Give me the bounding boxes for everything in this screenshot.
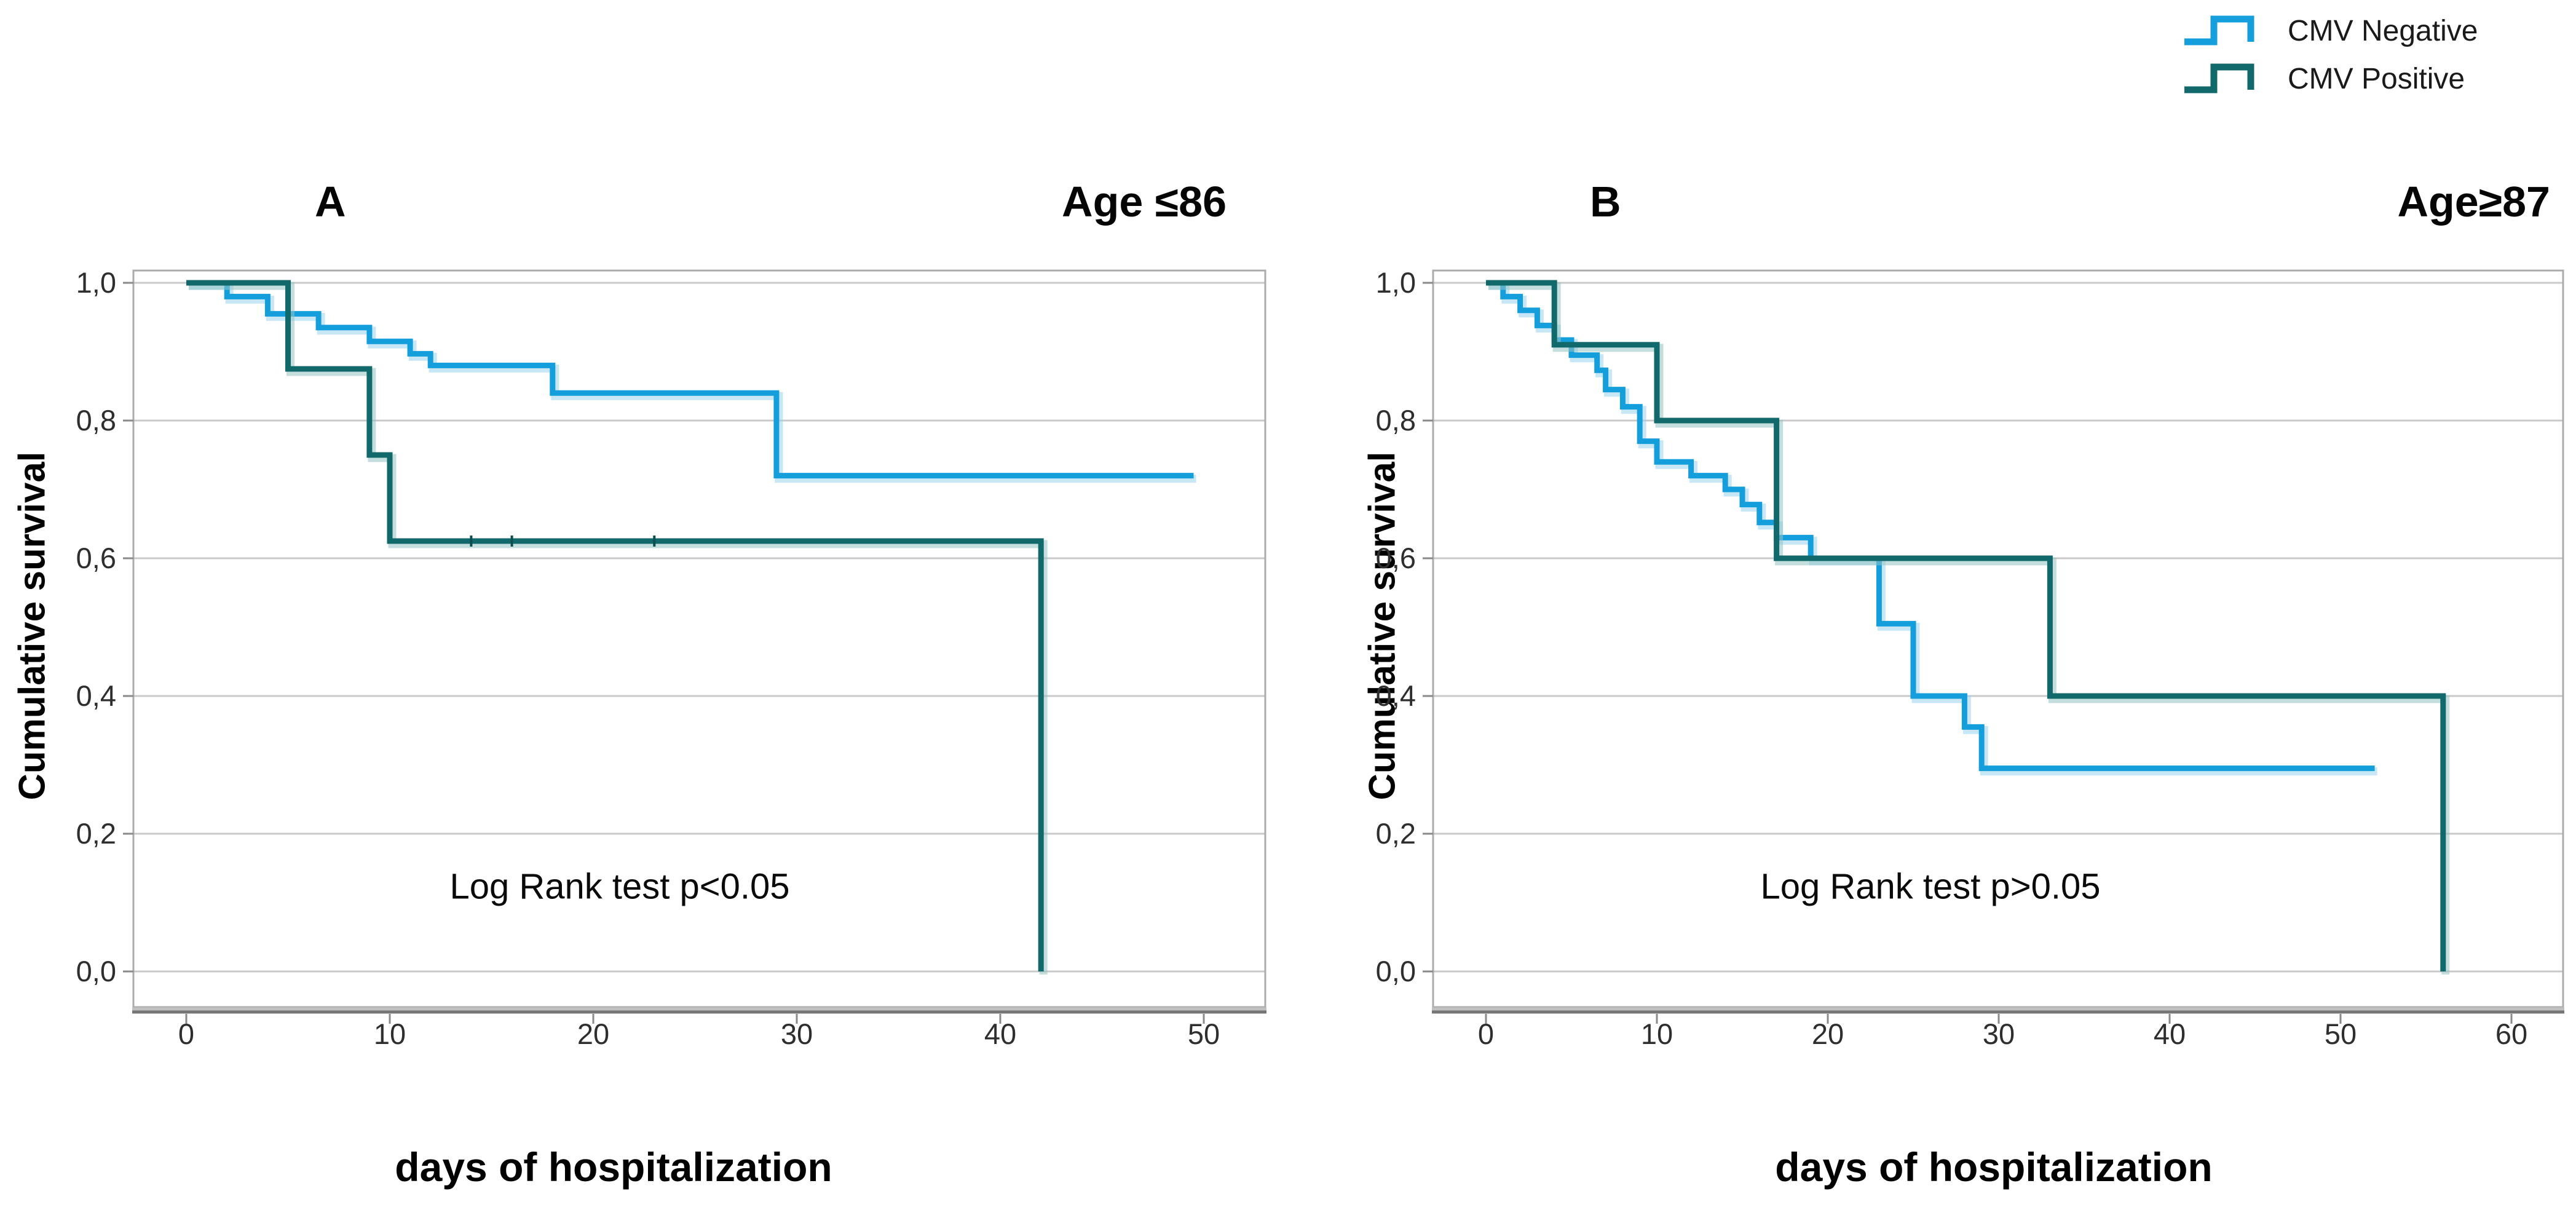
panel-a-letter: A [315,178,346,226]
panel-b-letter: B [1590,178,1621,226]
panel-b-age-label: Age≥87 [2397,178,2550,226]
y-tick-label: 1,0 [76,266,116,299]
gridlines [133,282,1265,973]
x-tick-label: 0 [178,1018,194,1050]
y-tick-label: 0,8 [76,404,116,437]
series-cmv-negative [1486,280,2375,772]
y-tick-label: 0,0 [76,955,116,987]
legend-label: CMV Positive [2288,62,2465,95]
survival-plot-b: 1,0 0,8 0,6 0,4 0,2 0,0 0 10 20 30 40 50 60 [1376,266,2564,1050]
series-cmv-negative [186,280,1194,479]
x-tick-label: 60 [2495,1018,2527,1050]
legend-item-cmv-positive: CMV Positive [2179,57,2478,101]
y-tick-label: 0,6 [76,542,116,574]
y-tick-label: 0,4 [1376,679,1416,712]
y-tick-label: 0,2 [1376,817,1416,850]
panel-b-x-axis-title: days of hospitalization [1775,1144,2213,1190]
legend: CMV Negative CMV Positive [2179,9,2478,101]
x-tick-label: 10 [1641,1018,1673,1050]
panel-a-y-axis-title: Cumulative survival [11,451,53,801]
y-tick-label: 0,8 [1376,404,1416,437]
x-tick-label: 30 [1983,1018,2015,1050]
series-cmv-positive [186,280,1044,971]
cmv-positive-step-icon [2184,63,2254,93]
legend-item-cmv-negative: CMV Negative [2179,9,2478,53]
axis-ticks [1423,282,2513,1024]
y-tick-label: 0,6 [1376,542,1416,574]
x-tick-label: 20 [1812,1018,1844,1050]
y-tick-label: 0,2 [76,817,116,850]
survival-plot-a: 1,0 0,8 0,6 0,4 0,2 0,0 0 10 20 30 40 50 [76,266,1266,1050]
series-halo [1488,282,2450,975]
series-cmv-positive [1486,280,2446,971]
axis-ticks [123,282,1205,1024]
legend-label: CMV Negative [2288,14,2478,47]
x-tick-label: 50 [1188,1018,1220,1050]
series-halo [189,282,1196,483]
x-tick-label: 30 [781,1018,813,1050]
gridlines [1433,282,2563,973]
x-tick-label: 40 [984,1018,1016,1050]
y-tick-label: 1,0 [1376,266,1416,299]
plot-frame [1432,269,2564,1008]
x-tick-label: 0 [1478,1018,1494,1050]
panel-a-age-label: Age ≤86 [1062,178,1227,226]
x-tick-label: 20 [577,1018,609,1050]
panel-a-x-axis-title: days of hospitalization [395,1144,832,1190]
cmv-negative-step-icon [2184,15,2254,45]
y-tick-label: 0,0 [1376,955,1416,987]
x-tick-label: 10 [374,1018,406,1050]
series-halo [189,282,1048,975]
x-tick-label: 50 [2325,1018,2357,1050]
x-tick-label: 40 [2154,1018,2186,1050]
y-tick-label: 0,4 [76,679,116,712]
plot-frame [132,269,1266,1008]
